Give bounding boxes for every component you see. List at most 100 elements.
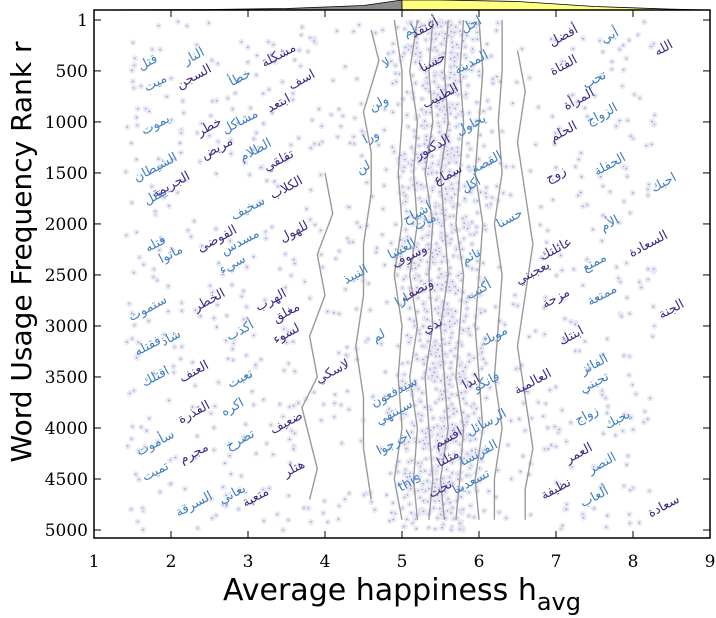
word-point-center bbox=[230, 152, 233, 155]
word-point-center bbox=[255, 452, 257, 455]
word-point-center bbox=[318, 143, 321, 145]
word-point-center bbox=[276, 513, 279, 516]
word-point-center bbox=[512, 165, 514, 168]
word-label: للهول bbox=[277, 218, 311, 246]
word-point-center bbox=[475, 123, 478, 125]
word-point-center bbox=[511, 102, 514, 105]
word-point-center bbox=[423, 406, 426, 409]
word-point-center bbox=[374, 32, 377, 34]
word-point-center bbox=[344, 288, 347, 291]
word-point-center bbox=[453, 193, 456, 196]
word-point-center bbox=[252, 404, 255, 406]
word-point-center bbox=[255, 74, 258, 76]
word-point-center bbox=[293, 262, 296, 265]
word-point-center bbox=[450, 336, 452, 339]
word-point-center bbox=[510, 419, 512, 422]
word-point-center bbox=[395, 80, 398, 83]
word-point-center bbox=[437, 348, 439, 351]
word-point-center bbox=[492, 78, 494, 80]
word-point-center bbox=[243, 318, 245, 321]
word-point-center bbox=[272, 453, 275, 456]
word-point-center bbox=[469, 148, 472, 150]
word-point-center bbox=[491, 196, 494, 199]
word-point-center bbox=[141, 507, 144, 509]
word-point-center bbox=[170, 482, 172, 485]
word-point-center bbox=[251, 390, 253, 393]
word-point-center bbox=[406, 91, 409, 93]
word-point-center bbox=[419, 496, 421, 499]
word-point-center bbox=[157, 158, 160, 160]
word-point-center bbox=[498, 266, 501, 269]
word-point-center bbox=[290, 274, 293, 277]
word-point-center bbox=[445, 468, 448, 471]
word-point-center bbox=[211, 59, 213, 62]
word-point-center bbox=[298, 49, 301, 52]
word-label: الخطر bbox=[190, 286, 228, 316]
word-point-center bbox=[496, 75, 498, 78]
word-point-center bbox=[632, 192, 634, 194]
word-point-center bbox=[153, 372, 155, 375]
word-point-center bbox=[187, 229, 189, 232]
word-point-center bbox=[647, 188, 649, 191]
word-point-center bbox=[549, 389, 551, 391]
word-point-center bbox=[565, 503, 568, 506]
word-label: مجرم bbox=[177, 440, 211, 468]
word-point-center bbox=[213, 426, 215, 429]
word-point-center bbox=[254, 363, 257, 366]
word-point-center bbox=[623, 485, 625, 487]
word-point-center bbox=[290, 430, 293, 432]
word-point-center bbox=[444, 353, 447, 355]
word-point-center bbox=[419, 216, 422, 218]
word-point-center bbox=[422, 499, 425, 502]
word-point-center bbox=[213, 317, 215, 319]
word-point-center bbox=[480, 311, 482, 314]
word-label: سعادة bbox=[645, 492, 682, 521]
word-point-center bbox=[307, 50, 309, 53]
word-point-center bbox=[313, 40, 315, 42]
word-point-center bbox=[490, 203, 492, 205]
word-point-center bbox=[495, 496, 497, 499]
y-tick-label: 3500 bbox=[45, 368, 88, 388]
word-point-center bbox=[449, 367, 452, 369]
word-point-center bbox=[390, 60, 392, 63]
word-point-center bbox=[573, 268, 575, 271]
x-axis-label: Average happiness havg bbox=[223, 573, 581, 616]
word-point-center bbox=[410, 164, 413, 166]
word-point-center bbox=[544, 402, 547, 405]
word-point-center bbox=[432, 417, 434, 420]
word-point-center bbox=[455, 26, 457, 28]
word-point-center bbox=[267, 41, 270, 43]
word-point-center bbox=[303, 507, 305, 509]
word-point-center bbox=[436, 284, 439, 286]
word-point-center bbox=[445, 21, 447, 24]
word-point-center bbox=[467, 297, 469, 299]
word-point-center bbox=[444, 198, 447, 200]
word-point-center bbox=[348, 492, 350, 495]
word-point-center bbox=[421, 237, 424, 239]
word-point-center bbox=[441, 284, 444, 286]
word-point-center bbox=[472, 403, 475, 405]
word-point-center bbox=[510, 477, 513, 480]
word-point-center bbox=[262, 398, 265, 401]
word-point-center bbox=[398, 73, 401, 75]
word-point-center bbox=[340, 125, 342, 128]
word-point-center bbox=[215, 172, 218, 175]
word-point-center bbox=[292, 448, 295, 450]
word-point-center bbox=[320, 253, 323, 256]
word-point-center bbox=[462, 329, 465, 331]
word-point-center bbox=[409, 287, 411, 289]
word-point-center bbox=[401, 287, 404, 289]
word-point-center bbox=[605, 526, 607, 529]
word-point-center bbox=[195, 44, 198, 46]
word-point-center bbox=[643, 410, 646, 413]
word-point-center bbox=[408, 307, 411, 309]
word-point-center bbox=[154, 210, 157, 213]
word-point-center bbox=[408, 341, 410, 344]
word-point-center bbox=[437, 163, 440, 166]
word-point-center bbox=[401, 362, 404, 365]
word-label: عائلتك bbox=[537, 235, 575, 264]
word-point-center bbox=[440, 379, 442, 382]
word-point-center bbox=[628, 39, 630, 41]
word-point-center bbox=[287, 519, 290, 521]
word-point-center bbox=[348, 408, 350, 411]
